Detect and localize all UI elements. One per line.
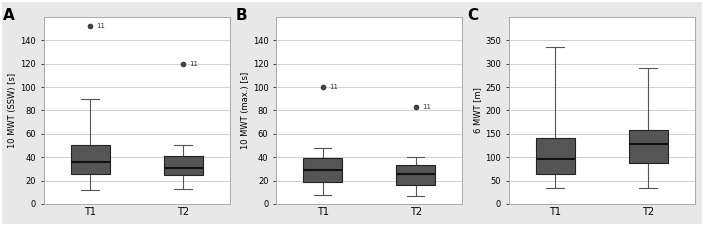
Text: 11: 11 xyxy=(329,84,338,90)
Text: A: A xyxy=(3,8,14,23)
Text: 11: 11 xyxy=(423,104,431,110)
Text: 11: 11 xyxy=(96,23,105,29)
Bar xyxy=(164,156,202,175)
Text: B: B xyxy=(235,8,247,23)
Bar xyxy=(628,130,668,163)
Y-axis label: 10 MWT (SSW) [s]: 10 MWT (SSW) [s] xyxy=(8,73,18,148)
Y-axis label: 6 MWT [m]: 6 MWT [m] xyxy=(473,88,482,133)
Bar xyxy=(303,158,342,182)
Text: C: C xyxy=(467,8,479,23)
Bar xyxy=(536,138,574,173)
Bar xyxy=(396,165,435,185)
Text: 11: 11 xyxy=(190,61,199,67)
Y-axis label: 10 MWT (max.) [s]: 10 MWT (max.) [s] xyxy=(241,72,250,149)
Bar xyxy=(70,146,110,173)
